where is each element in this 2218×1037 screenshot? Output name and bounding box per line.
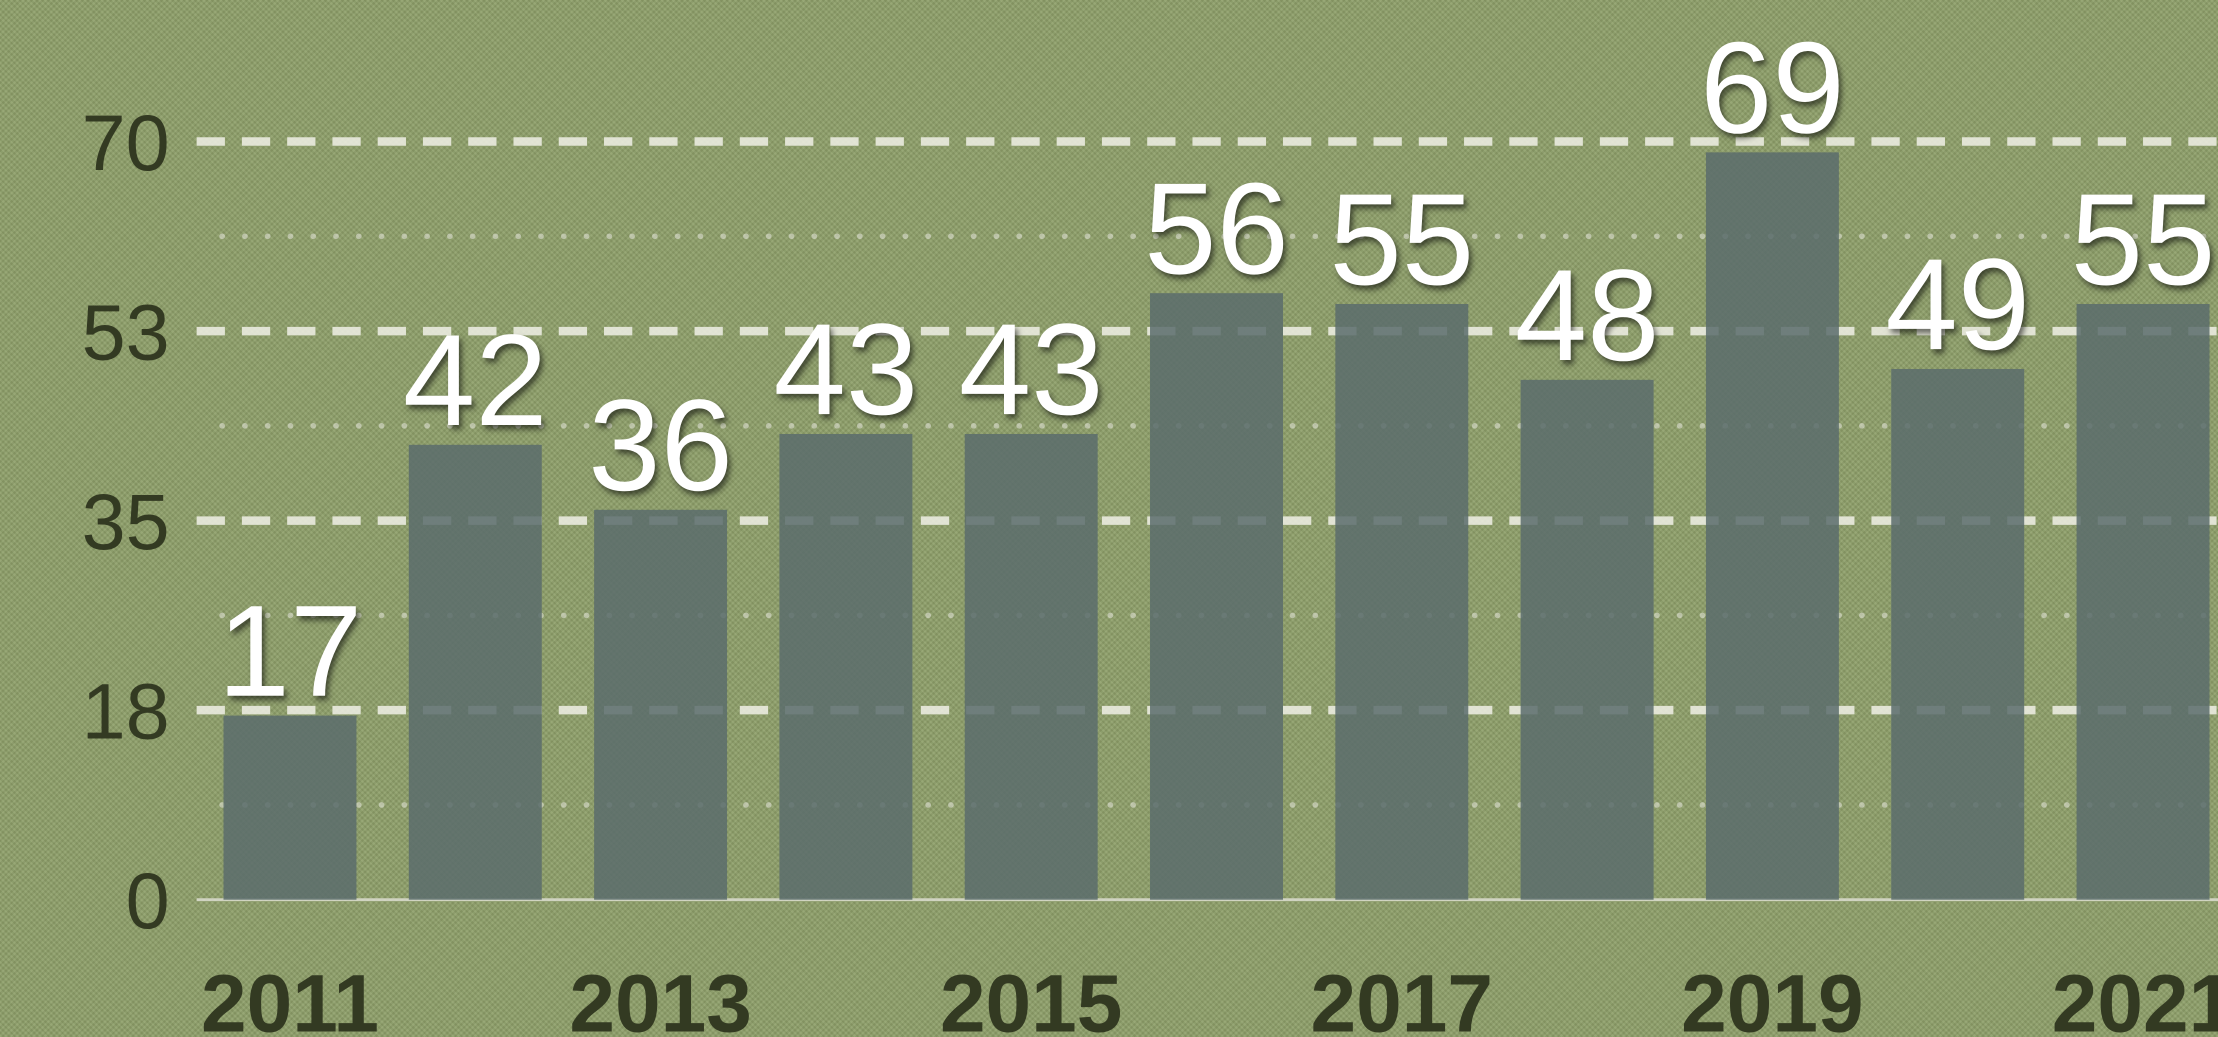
bar	[1891, 368, 2025, 900]
bar	[408, 444, 542, 900]
bar	[2076, 303, 2210, 900]
y-tick-label: 35	[82, 477, 170, 566]
y-tick-label: 18	[82, 666, 170, 755]
bar	[1335, 303, 1469, 900]
x-tick-label: 2017	[1311, 958, 1494, 1037]
y-tick-label: 0	[126, 856, 170, 945]
bar	[779, 433, 913, 900]
value-label: 55	[1329, 166, 1474, 312]
bar	[1705, 152, 1839, 900]
value-label: 55	[2071, 166, 2216, 312]
x-tick-label: 2013	[569, 958, 751, 1037]
value-label: 17	[218, 578, 363, 724]
bar	[964, 433, 1098, 900]
x-tick-label: 2019	[1681, 958, 1863, 1037]
value-label: 42	[403, 307, 548, 453]
x-tick-label: 2015	[940, 958, 1123, 1037]
value-label: 43	[959, 296, 1104, 442]
value-label: 49	[1885, 231, 2030, 377]
y-tick-label: 53	[82, 287, 170, 376]
value-label: 56	[1144, 155, 1289, 301]
bar	[223, 715, 357, 900]
value-label: 69	[1700, 15, 1845, 161]
y-tick-label: 70	[82, 98, 170, 187]
value-label: 36	[588, 372, 733, 518]
bar	[1150, 293, 1283, 900]
x-tick-label: 2021	[2052, 958, 2218, 1037]
value-label: 43	[774, 296, 919, 442]
bar	[1520, 379, 1654, 900]
value-label: 48	[1515, 242, 1660, 388]
x-tick-label: 2011	[201, 958, 379, 1037]
bar	[594, 509, 728, 900]
